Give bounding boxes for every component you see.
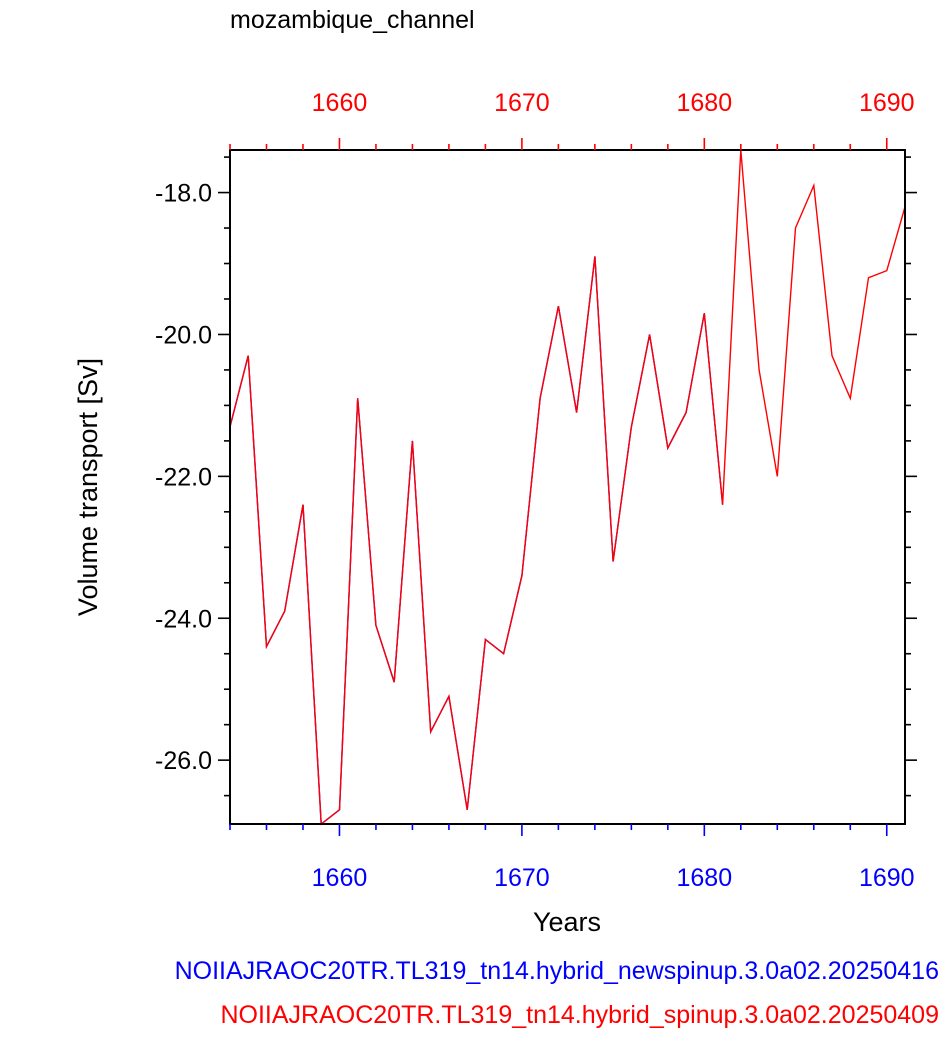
y-tick-label: -18.0: [155, 180, 212, 208]
series-line-2: [229, 149, 906, 826]
x-axis-bottom: 1660 1670 1680 1690: [229, 824, 915, 892]
x-tick-label-top: 1680: [677, 89, 733, 117]
x-tick-label-top: 1670: [494, 89, 550, 117]
series-lines: [229, 149, 906, 826]
y-axis-label: Volume transport [Sv]: [73, 358, 103, 616]
legend-entry-2: NOIIAJRAOC20TR.TL319_tn14.hybrid_spinup.…: [220, 1001, 939, 1029]
x-tick-label: 1670: [494, 864, 550, 892]
x-axis-top: 1660 1670 1680 1690: [229, 89, 915, 150]
x-tick-label: 1690: [859, 864, 915, 892]
x-tick-label: 1660: [312, 864, 368, 892]
y-tick-label: -20.0: [155, 321, 212, 349]
x-tick-label-top: 1690: [859, 89, 915, 117]
y-axis-left: -26.0 -24.0 -22.0 -20.0 -18.0: [155, 156, 230, 797]
plot-frame: [229, 149, 906, 825]
y-tick-label: -22.0: [155, 463, 212, 491]
legend: NOIIAJRAOC20TR.TL319_tn14.hybrid_newspin…: [175, 957, 939, 1029]
y-axis-right: [905, 156, 917, 797]
chart-title: mozambique_channel: [230, 6, 475, 34]
y-tick-label: -26.0: [155, 747, 212, 775]
x-tick-label-top: 1660: [312, 89, 368, 117]
y-tick-label: -24.0: [155, 605, 212, 633]
x-axis-label: Years: [533, 907, 601, 937]
legend-entry-1: NOIIAJRAOC20TR.TL319_tn14.hybrid_newspin…: [175, 957, 939, 985]
x-tick-label: 1680: [677, 864, 733, 892]
